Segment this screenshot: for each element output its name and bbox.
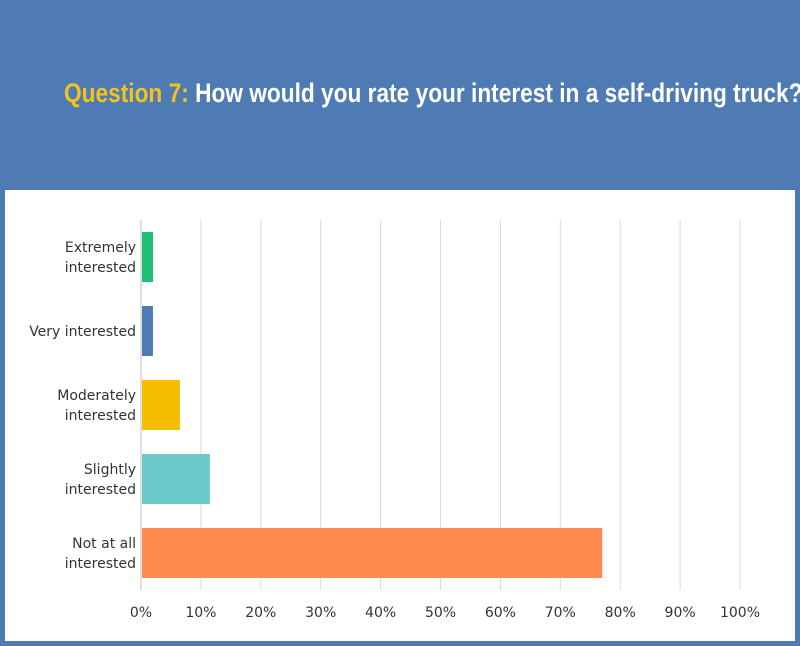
- x-tick-label: 60%: [485, 605, 516, 621]
- bar: [142, 232, 153, 282]
- category-label: Moderately: [57, 388, 136, 404]
- x-tick-label: 30%: [305, 605, 336, 621]
- bar: [142, 306, 153, 356]
- x-tick-label: 50%: [425, 605, 456, 621]
- question-label: Question 7:: [64, 78, 189, 108]
- bar: [142, 454, 210, 504]
- x-tick-label: 20%: [245, 605, 276, 621]
- category-label: interested: [65, 556, 136, 572]
- header-banner: Question 7: How would you rate your inte…: [0, 0, 800, 190]
- x-tick-label: 90%: [665, 605, 696, 621]
- category-label: Extremely: [65, 240, 136, 256]
- category-label: Not at all: [72, 536, 136, 552]
- bar-chart: 0% 10% 20% 30% 40% 50% 60% 70% 80% 90% 100% Extreme…: [29, 220, 760, 621]
- category-label: interested: [65, 408, 136, 424]
- x-tick-label: 40%: [365, 605, 396, 621]
- x-tick-label: 70%: [545, 605, 576, 621]
- x-tick-label: 0%: [130, 605, 152, 621]
- category-label: Slightly: [84, 462, 136, 478]
- category-label: interested: [65, 482, 136, 498]
- bar: [142, 528, 603, 578]
- x-tick-label: 100%: [720, 605, 760, 621]
- category-label: interested: [65, 260, 136, 276]
- question-text: How would you rate your interest in a se…: [195, 78, 800, 108]
- chart-panel: 0% 10% 20% 30% 40% 50% 60% 70% 80% 90% 100% Extreme…: [5, 190, 795, 641]
- category-label: Very interested: [29, 324, 136, 340]
- question-title: Question 7: How would you rate your inte…: [64, 78, 800, 109]
- bar: [142, 380, 180, 430]
- x-tick-label: 80%: [605, 605, 636, 621]
- x-tick-label: 10%: [185, 605, 216, 621]
